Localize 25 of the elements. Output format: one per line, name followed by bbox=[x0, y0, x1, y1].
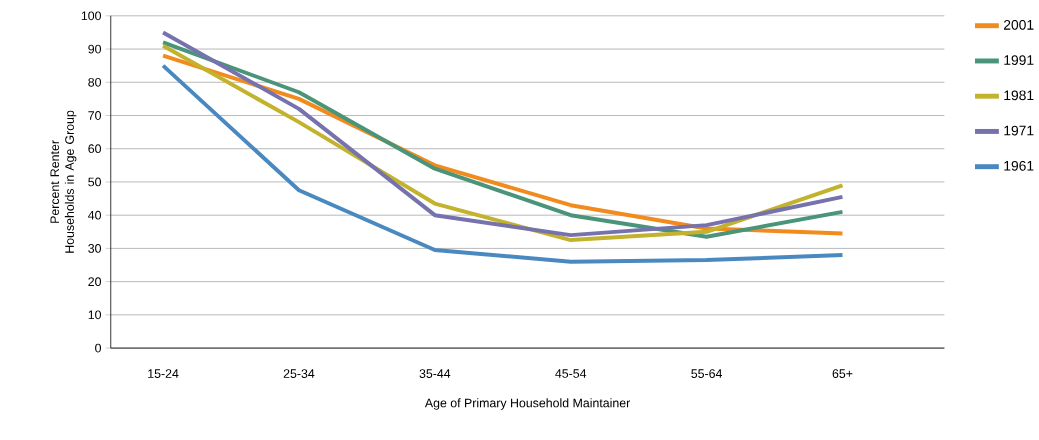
legend-label: 1971 bbox=[1004, 125, 1034, 136]
x-tick-label: 45-54 bbox=[555, 369, 587, 378]
legend-label: 1981 bbox=[1004, 90, 1034, 101]
y-tick-label: 40 bbox=[88, 210, 102, 220]
x-tick-label: 15-24 bbox=[148, 369, 179, 378]
y-tick-label: 0 bbox=[95, 343, 102, 353]
legend-label: 1961 bbox=[1004, 160, 1034, 171]
y-tick-label: 20 bbox=[88, 277, 102, 286]
y-tick-label: 30 bbox=[88, 244, 102, 253]
x-tick-label: 65+ bbox=[832, 369, 853, 378]
y-tick-label: 100 bbox=[81, 11, 102, 21]
y-tick-label: 70 bbox=[88, 111, 102, 120]
y-tick-label: 60 bbox=[88, 144, 102, 154]
line-series bbox=[161, 63, 845, 264]
x-axis-title: Age of Primary Household Maintainer bbox=[424, 398, 631, 410]
x-tick-label: 55-64 bbox=[691, 369, 723, 378]
y-tick-label: 50 bbox=[88, 177, 102, 187]
legend-label: 2001 bbox=[1003, 19, 1034, 30]
y-tick-label: 10 bbox=[88, 310, 102, 320]
y-tick-label: 80 bbox=[88, 77, 102, 87]
y-tick-label: 90 bbox=[88, 44, 102, 54]
x-tick-label: 25-34 bbox=[283, 369, 315, 378]
x-tick-label: 35-44 bbox=[419, 369, 451, 378]
legend-label: 1991 bbox=[1004, 55, 1034, 65]
y-axis-title: Percent Renter Households in Age Group bbox=[50, 110, 77, 253]
